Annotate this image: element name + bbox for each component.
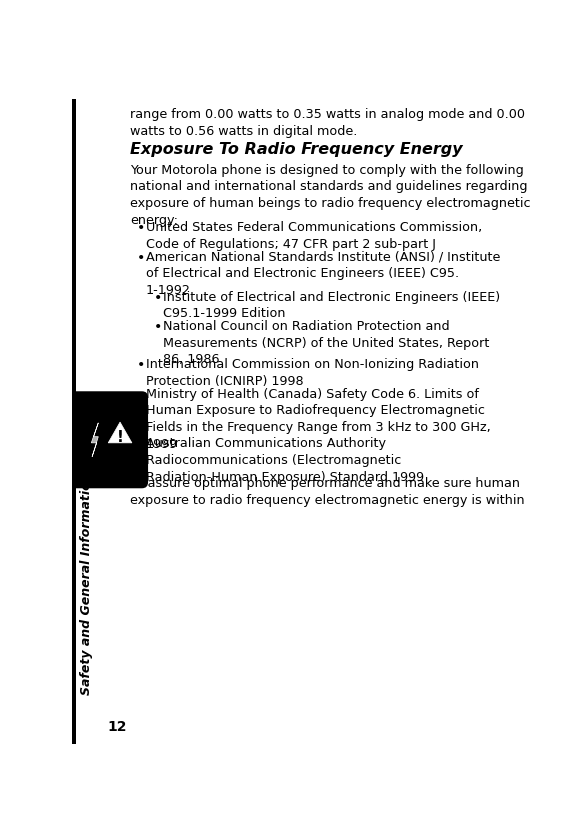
Text: Your Motorola phone is designed to comply with the following
national and intern: Your Motorola phone is designed to compl…	[130, 163, 531, 227]
Polygon shape	[91, 423, 98, 457]
Text: Australian Communications Authority
Radiocommunications (Electromagnetic
Radiati: Australian Communications Authority Radi…	[146, 436, 424, 483]
FancyBboxPatch shape	[68, 392, 148, 489]
Polygon shape	[108, 422, 132, 443]
Text: !: !	[117, 430, 123, 445]
Text: International Commission on Non-Ionizing Radiation
Protection (ICNIRP) 1998: International Commission on Non-Ionizing…	[146, 358, 479, 388]
Text: 12: 12	[107, 719, 126, 733]
Text: United States Federal Communications Commission,
Code of Regulations; 47 CFR par: United States Federal Communications Com…	[146, 221, 482, 251]
Text: To assure optimal phone performance and make sure human
exposure to radio freque: To assure optimal phone performance and …	[130, 477, 525, 506]
Text: •: •	[153, 319, 162, 334]
Text: National Council on Radiation Protection and
Measurements (NCRP) of the United S: National Council on Radiation Protection…	[163, 319, 489, 366]
Text: range from 0.00 watts to 0.35 watts in analog mode and 0.00
watts to 0.56 watts : range from 0.00 watts to 0.35 watts in a…	[130, 108, 525, 138]
Bar	[72, 100, 76, 744]
Text: •: •	[136, 221, 145, 235]
Text: •: •	[153, 290, 162, 304]
Text: •: •	[136, 358, 145, 372]
Text: Ministry of Health (Canada) Safety Code 6. Limits of
Human Exposure to Radiofreq: Ministry of Health (Canada) Safety Code …	[146, 387, 490, 451]
Text: Safety and General Information: Safety and General Information	[80, 472, 92, 694]
Text: American National Standards Institute (ANSI) / Institute
of Electrical and Elect: American National Standards Institute (A…	[146, 250, 500, 297]
Text: Institute of Electrical and Electronic Engineers (IEEE)
C95.1-1999 Edition: Institute of Electrical and Electronic E…	[163, 290, 500, 320]
Text: •: •	[136, 250, 145, 264]
Text: •: •	[136, 387, 145, 401]
Text: Exposure To Radio Frequency Energy: Exposure To Radio Frequency Energy	[130, 142, 463, 157]
Text: •: •	[136, 436, 145, 451]
